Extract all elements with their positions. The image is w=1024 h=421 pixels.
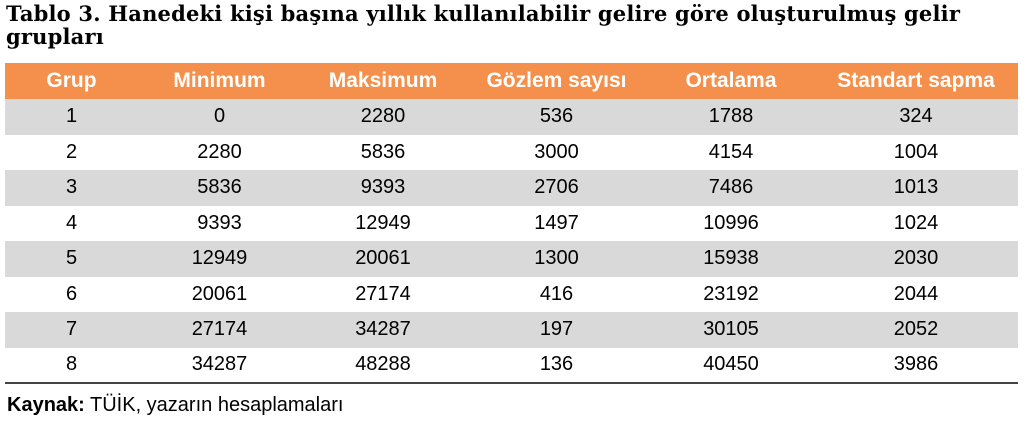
source-note: Kaynak: TÜİK, yazarın hesaplamaları [7,393,343,417]
table-cell: 6 [65,282,78,305]
table-header-row: Grup Minimum Maksimum Gözlem sayısı Orta… [5,63,1018,99]
table-cell: 536 [539,105,574,128]
table-cell: 2280 [360,105,406,128]
table-cell: 416 [539,282,574,305]
table-row: 5 12949 20061 1300 15938 2030 [5,241,1018,277]
table-cell: 1788 [708,105,754,128]
column-header-standart-sapma: Standart sapma [837,69,995,92]
table-cell: 2706 [534,176,579,199]
table-cell: 2280 [197,140,242,163]
table-cell: 1004 [893,140,939,163]
table-row: 8 34287 48288 136 40450 3986 [5,347,1018,384]
column-header-maksimum: Maksimum [328,69,438,92]
table-row: 1 0 2280 536 1788 324 [5,99,1018,135]
source-label: Kaynak: [7,394,85,416]
table-cell: 48288 [301,347,465,384]
table-cell: 34287 [138,347,301,384]
table-cell: 23192 [703,282,759,305]
table-cell: 9393 [197,211,242,234]
column-header-ortalama: Ortalama [685,69,777,92]
table-cell: 40450 [648,347,814,384]
table-cell: 30105 [703,318,759,341]
table-cell: 3 [65,176,78,199]
table-cell: 8 [5,347,138,384]
table-cell: 7 [65,318,78,341]
column-header-minimum: Minimum [173,69,266,92]
table-cell: 136 [465,347,648,384]
table-cell: 27174 [191,318,248,341]
table-cell: 12949 [355,211,411,234]
table-caption-line1: Tablo 3. Hanedeki kişi başına yıllık kul… [6,1,961,26]
table-cell: 1 [65,105,78,128]
table-cell: 34287 [355,318,411,341]
table-cell: 2030 [893,247,939,270]
income-groups-table: Grup Minimum Maksimum Gözlem sayısı Orta… [5,63,1018,384]
table-cell: 1024 [893,211,939,234]
table-cell: 4154 [708,140,754,163]
table-cell: 2 [65,140,78,163]
table-cell: 20061 [191,282,248,305]
table-cell: 20061 [355,247,411,270]
table-row: 3 5836 9393 2706 7486 1013 [5,170,1018,206]
table-cell: 15938 [703,247,759,270]
table-cell: 12949 [191,247,248,270]
table-cell: 3000 [534,140,579,163]
table-cell: 27174 [355,282,411,305]
table-cell: 5 [65,247,78,270]
table-caption-line2: grupları [6,24,104,49]
table-cell: 324 [899,105,933,128]
table-row: 2 2280 5836 3000 4154 1004 [5,135,1018,171]
table-cell: 5836 [197,176,242,199]
table-caption: Tablo 3. Hanedeki kişi başına yıllık kul… [6,2,1011,48]
table-cell: 1013 [893,176,939,199]
table-row: 6 20061 27174 416 23192 2044 [5,277,1018,313]
table-row: 7 27174 34287 197 30105 2052 [5,312,1018,348]
source-text: TÜİK, yazarın hesaplamaları [84,394,344,416]
table-cell: 1300 [534,247,579,270]
table-cell: 2044 [893,282,939,305]
table-cell: 7486 [708,176,754,199]
column-header-gozlem-sayisi: Gözlem sayısı [486,69,627,92]
table-cell: 10996 [703,211,759,234]
table-cell: 3986 [814,347,1018,384]
table-row: 4 9393 12949 1497 10996 1024 [5,206,1018,242]
column-header-grup: Grup [46,69,97,92]
table-cell: 2052 [893,318,939,341]
table-cell: 9393 [360,176,406,199]
table-cell: 4 [65,211,78,234]
table-cell: 1497 [534,211,579,234]
table-cell: 197 [539,318,574,341]
table-cell: 0 [213,105,226,128]
table-cell: 5836 [360,140,406,163]
